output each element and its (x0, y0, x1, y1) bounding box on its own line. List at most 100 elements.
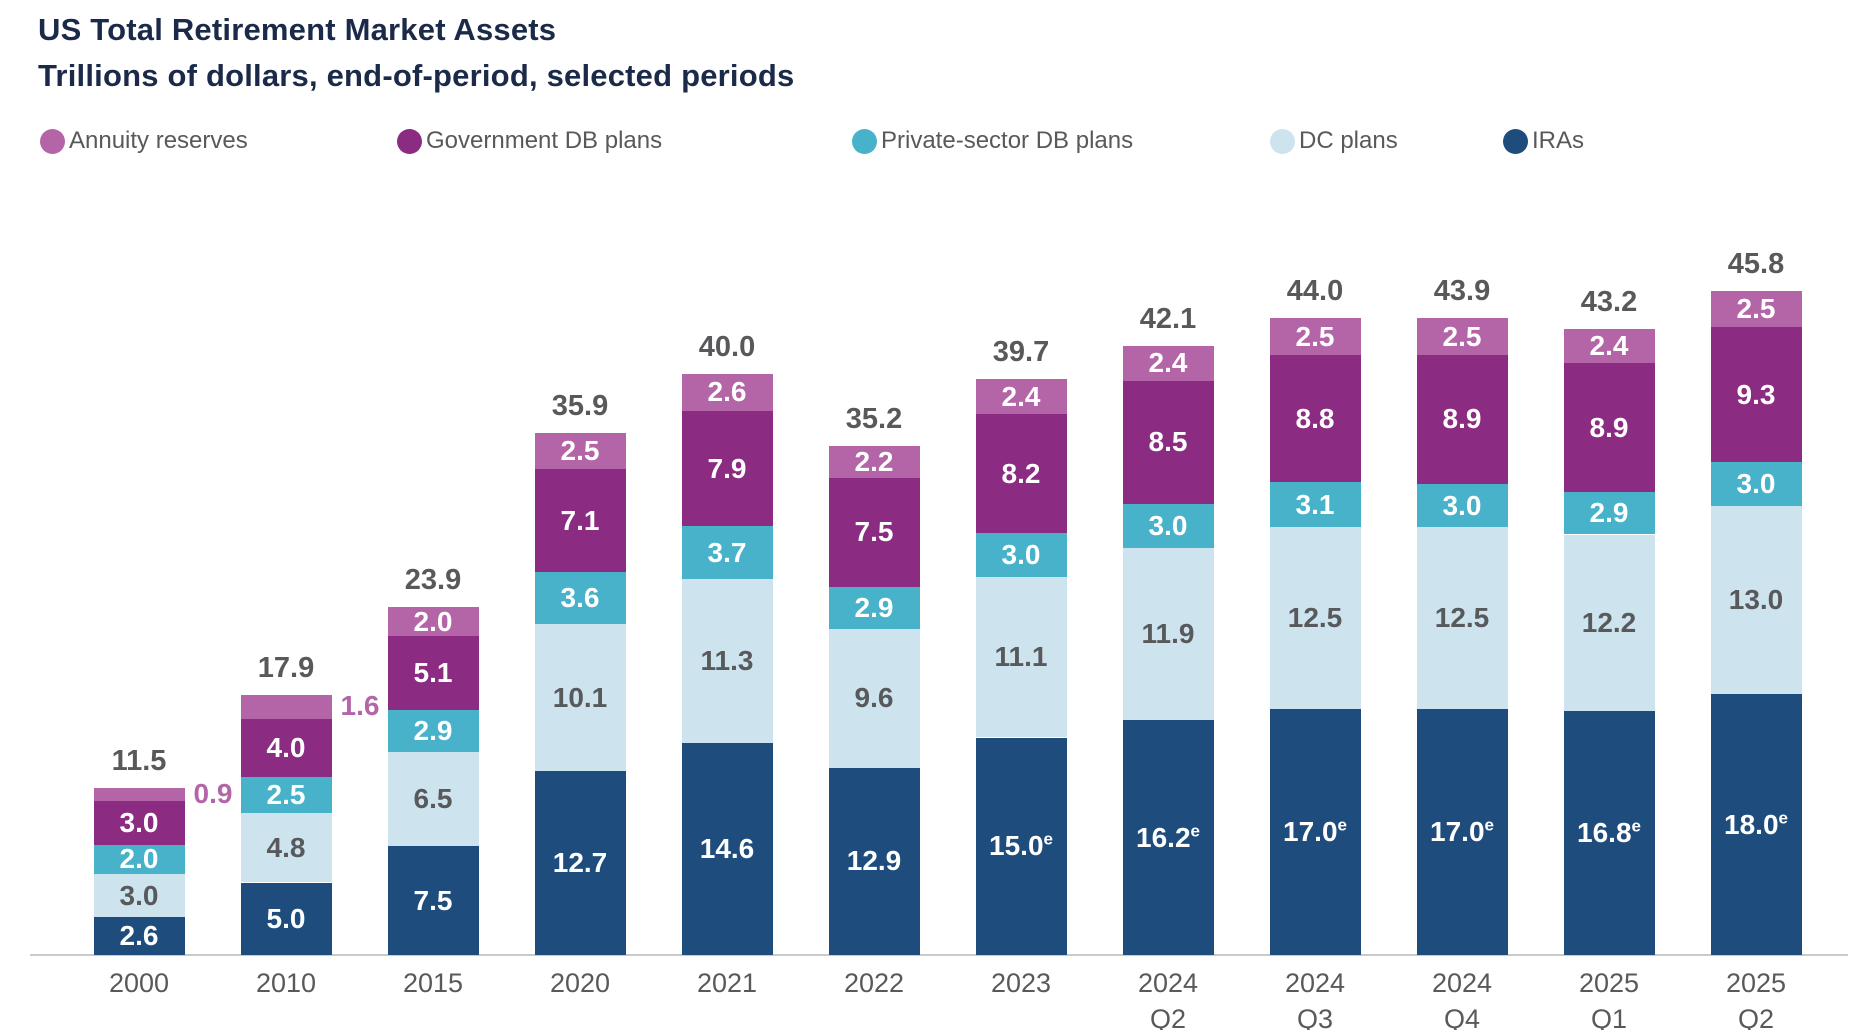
estimate-flag: e (1778, 808, 1788, 828)
legend-swatch-icon (40, 128, 65, 154)
segment-value-label: 7.5 (413, 884, 453, 916)
estimate-flag: e (1337, 815, 1347, 835)
segment-annuity-reserves (387, 607, 479, 636)
bar-total-label: 23.9 (404, 564, 462, 596)
x-axis-label: 2025 (1578, 968, 1640, 998)
segment-value-label: 4.8 (266, 831, 306, 863)
segment-government-db-plans (387, 636, 479, 710)
segment-government-db-plans (1563, 363, 1655, 493)
x-axis-label: 2024 (1431, 968, 1493, 998)
segment-private-sector-db-plans (534, 572, 626, 625)
segment-dc-plans (1710, 505, 1802, 694)
segment-value-label: 2.0 (413, 605, 453, 637)
segment-annuity-reserves (1122, 346, 1214, 381)
segment-value-label: 2.0 (119, 843, 159, 875)
legend-item-annuity-reserves: Annuity reserves (40, 124, 248, 158)
segment-annuity-reserves (681, 373, 773, 412)
bar-total-label: 43.9 (1433, 275, 1491, 308)
x-axis-label: 2020 (549, 968, 611, 998)
x-axis-label: 2024 (1284, 968, 1346, 998)
segment-private-sector-db-plans (387, 709, 479, 752)
segment-value-label: 2.6 (707, 376, 747, 408)
segment-value-label: 11.3 (700, 645, 754, 677)
segment-dc-plans (975, 576, 1067, 738)
legend-item-label: DC plans (1299, 127, 1398, 154)
segment-annuity-reserves (1710, 290, 1802, 328)
segment-iras (1416, 708, 1508, 955)
segment-value-label: 2.5 (1295, 320, 1335, 352)
page-subtitle: Trillions of dollars, end-of-period, sel… (38, 58, 795, 93)
x-axis-sublabel: Q1 (1590, 1004, 1628, 1030)
segment-value-label: 3.6 (560, 582, 600, 614)
segment-value-label: 10.1 (552, 681, 608, 713)
bar-total-label: 17.9 (257, 652, 315, 685)
segment-dc-plans (534, 624, 626, 771)
legend-swatch-icon (852, 128, 877, 154)
legend-item-label: Annuity reserves (69, 127, 248, 154)
legend-swatch-icon (1270, 128, 1295, 154)
segment-iras (681, 743, 773, 955)
segment-annuity-reserves (1416, 318, 1508, 355)
segment-iras (387, 846, 479, 955)
bar-total-label: 40.0 (698, 330, 756, 363)
segment-value-label: 2.5 (266, 778, 306, 810)
segment-government-db-plans (681, 411, 773, 526)
segment-value-label: 3.0 (1442, 489, 1482, 521)
segment-value-label: 2.4 (1001, 380, 1041, 412)
segment-value-label: 12.9 (846, 845, 902, 877)
page-title: US Total Retirement Market Assets (38, 12, 557, 47)
segment-annuity-reserves (975, 379, 1067, 415)
bar-total-label: 42.1 (1139, 303, 1197, 335)
segment-value-label: 5.0 (266, 902, 306, 934)
segment-dc-plans (1416, 527, 1508, 709)
segment-value-label: 12.5 (1287, 601, 1343, 633)
x-axis-sublabel: Q3 (1296, 1004, 1334, 1030)
legend-swatch-icon (397, 128, 422, 154)
segment-annuity-reserves (240, 695, 332, 719)
segment-dc-plans (1563, 534, 1655, 712)
segment-dc-plans (93, 873, 185, 918)
legend-swatch-icon (1503, 128, 1528, 154)
segment-value-label: 2.2 (854, 446, 894, 477)
segment-value-label: 3.0 (1736, 467, 1776, 499)
x-axis-label: 2021 (696, 968, 758, 998)
segment-private-sector-db-plans (93, 844, 185, 874)
segment-dc-plans (828, 628, 920, 768)
segment-private-sector-db-plans (681, 525, 773, 580)
segment-value-label: 3.0 (119, 879, 159, 911)
segment-value-label: 3.0 (119, 807, 159, 839)
segment-value-label: 12.5 (1434, 601, 1490, 633)
segment-value-label-outside: 1.6 (340, 690, 380, 722)
segment-iras (1563, 711, 1655, 955)
segment-private-sector-db-plans (1710, 462, 1802, 506)
segment-government-db-plans (1416, 354, 1508, 484)
segment-annuity-reserves (828, 446, 920, 478)
segment-value-label: 8.9 (1589, 411, 1629, 443)
segment-value-label: 2.5 (1442, 320, 1482, 352)
segment-value-label: 9.6 (854, 682, 894, 714)
segment-iras (828, 767, 920, 955)
segment-government-db-plans (93, 801, 185, 845)
segment-value-label: 8.5 (1148, 426, 1188, 458)
bar-total-label: 11.5 (111, 745, 167, 778)
segment-value-label: 15.0e (989, 829, 1053, 862)
segment-value-label: 9.3 (1736, 378, 1776, 410)
segment-value-label: 7.1 (560, 504, 600, 536)
segment-iras (1122, 720, 1214, 955)
segment-iras (975, 737, 1067, 955)
legend-item-iras: IRAs (1503, 124, 1584, 158)
bar-total-label: 45.8 (1727, 247, 1785, 280)
segment-value-label: 3.7 (707, 536, 747, 568)
segment-value-label: 8.8 (1295, 402, 1335, 434)
x-axis-label: 2022 (843, 968, 905, 998)
segment-value-label: 16.8e (1577, 816, 1641, 849)
segment-government-db-plans (975, 414, 1067, 534)
segment-iras (534, 770, 626, 955)
segment-annuity-reserves (1269, 318, 1361, 355)
bar-total-label: 35.9 (551, 390, 609, 422)
segment-government-db-plans (1122, 380, 1214, 505)
segment-government-db-plans (1710, 327, 1802, 462)
x-axis-line (30, 954, 1848, 956)
segment-private-sector-db-plans (975, 533, 1067, 577)
